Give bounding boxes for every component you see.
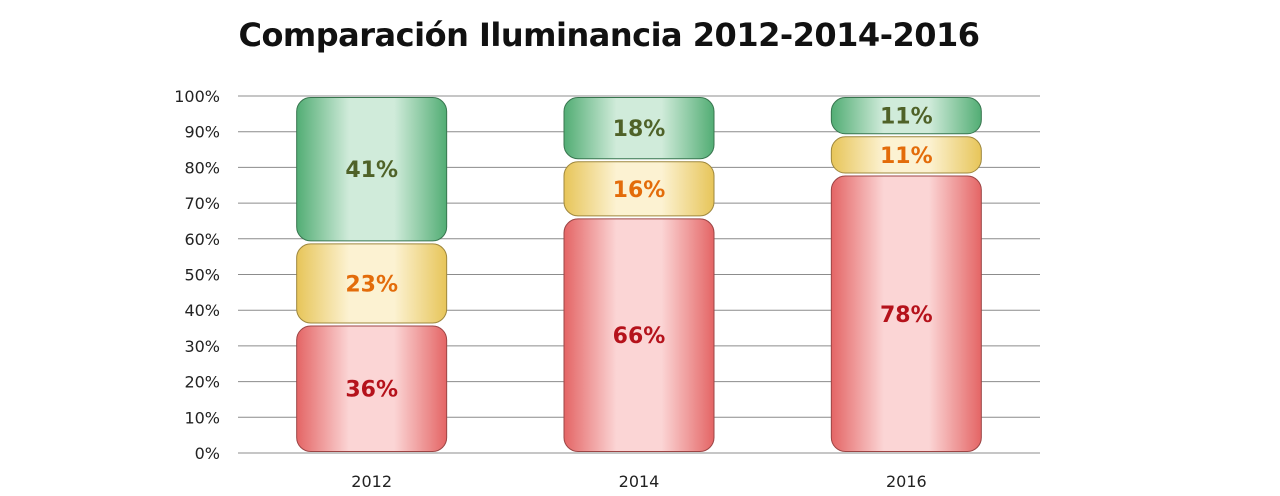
data-label: 78% xyxy=(880,303,933,328)
bar-segment xyxy=(830,175,982,452)
x-tick-label: 2014 xyxy=(619,472,660,491)
bar-segment xyxy=(296,325,448,453)
bar-segment xyxy=(563,97,715,160)
y-tick-label: 40% xyxy=(184,301,220,320)
bar-segment xyxy=(830,136,982,174)
data-label: 36% xyxy=(345,378,398,403)
y-tick-label: 80% xyxy=(184,158,220,177)
y-tick-label: 90% xyxy=(184,123,220,142)
bar-segment xyxy=(563,161,715,217)
data-label: 11% xyxy=(880,105,933,130)
y-tick-label: 50% xyxy=(184,266,220,285)
y-tick-label: 30% xyxy=(184,337,220,356)
x-tick-label: 2016 xyxy=(886,472,927,491)
y-tick-label: 60% xyxy=(184,230,220,249)
bar-segment xyxy=(296,97,448,242)
x-tick-label: 2012 xyxy=(351,472,392,491)
data-label: 18% xyxy=(613,117,666,142)
bars: 36% 23% 41% 66% 16% 18% 78% 11% 11% xyxy=(296,97,982,453)
y-tick-label: 10% xyxy=(184,408,220,427)
y-tick-label: 20% xyxy=(184,373,220,392)
y-tick-label: 70% xyxy=(184,194,220,213)
y-axis: 0% 10% 20% 30% 40% 50% 60% 70% 80% 90% 100% xyxy=(174,87,220,463)
data-label: 66% xyxy=(613,324,666,349)
bar-segment xyxy=(830,97,982,135)
y-tick-label: 100% xyxy=(174,87,220,106)
data-label: 11% xyxy=(880,144,933,169)
bar-segment xyxy=(296,243,448,324)
data-label: 16% xyxy=(613,178,666,203)
bar-segment xyxy=(563,218,715,452)
y-tick-label: 0% xyxy=(195,444,220,463)
chart-title: Comparación Iluminancia 2012-2014-2016 xyxy=(238,16,980,54)
x-axis: 2012 2014 2016 xyxy=(351,472,926,491)
data-label: 23% xyxy=(345,272,398,297)
data-label: 41% xyxy=(345,158,398,183)
